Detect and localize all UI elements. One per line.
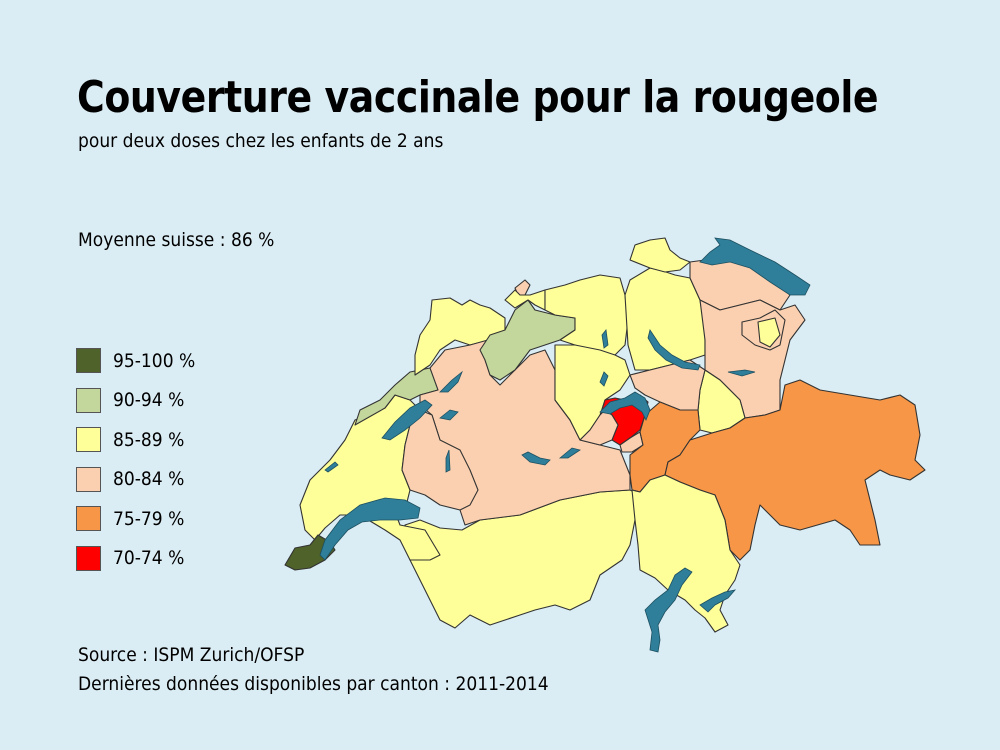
lake-thun bbox=[521, 451, 551, 466]
canton-ticino bbox=[631, 474, 741, 633]
lake-lugano bbox=[699, 589, 737, 613]
lake-murten bbox=[439, 409, 459, 421]
swiss-average: Moyenne suisse : 86 % bbox=[78, 229, 275, 251]
legend-item-90-94: 90-94 % bbox=[76, 381, 204, 421]
legend-label: 70-74 % bbox=[113, 547, 185, 570]
legend-item-70-74: 70-74 % bbox=[76, 539, 204, 579]
lake-joux bbox=[324, 461, 339, 473]
legend-swatch bbox=[76, 348, 101, 374]
lake-lucerne bbox=[599, 391, 651, 421]
page-subtitle: pour deux doses chez les enfants de 2 an… bbox=[78, 130, 444, 152]
lake-zurich bbox=[647, 329, 701, 371]
legend-swatch bbox=[76, 545, 101, 571]
legend-swatch bbox=[76, 506, 101, 532]
canton-obwalden bbox=[579, 409, 619, 446]
lake-hallwil bbox=[601, 329, 609, 349]
lake-walen bbox=[727, 369, 756, 377]
lake-constance bbox=[699, 237, 811, 296]
canton-graubunden bbox=[664, 379, 926, 561]
canton-fribourg bbox=[401, 409, 479, 511]
legend-label: 85-89 % bbox=[113, 428, 185, 451]
lake-sempach bbox=[599, 371, 609, 387]
legend-item-95-100: 95-100 % bbox=[76, 341, 204, 381]
legend-label: 95-100 % bbox=[113, 349, 196, 372]
source-line: Source : ISPM Zurich/OFSP bbox=[78, 644, 305, 666]
canton-appenzell-innerrhoden bbox=[757, 317, 781, 348]
canton-schaffhausen bbox=[629, 237, 691, 273]
lake-neuchatel bbox=[381, 399, 433, 441]
lake-maggiore bbox=[644, 567, 693, 653]
page-title: Couverture vaccinale pour la rougeole bbox=[77, 72, 879, 123]
legend-label: 80-84 % bbox=[113, 468, 185, 491]
canton-jura bbox=[414, 297, 506, 376]
source-note: Source : ISPM Zurich/OFSP Dernières donn… bbox=[78, 641, 549, 699]
legend-item-75-79: 75-79 % bbox=[76, 499, 204, 539]
lake-gruyere bbox=[445, 449, 451, 473]
canton-aargau bbox=[544, 274, 629, 356]
lake-brienz bbox=[558, 447, 581, 459]
legend-swatch bbox=[76, 387, 101, 413]
legend: 95-100 % 90-94 % 85-89 % 80-84 % 75-79 %… bbox=[76, 341, 204, 578]
canton-zug bbox=[629, 359, 706, 411]
legend-swatch bbox=[76, 466, 101, 492]
lake-biel bbox=[439, 370, 463, 393]
data-period-line: Dernières données disponibles par canton… bbox=[78, 673, 549, 695]
legend-label: 75-79 % bbox=[113, 507, 185, 530]
lake-geneva bbox=[319, 497, 421, 561]
legend-item-85-89: 85-89 % bbox=[76, 420, 204, 460]
legend-item-80-84: 80-84 % bbox=[76, 460, 204, 500]
legend-label: 90-94 % bbox=[113, 389, 185, 412]
legend-swatch bbox=[76, 427, 101, 453]
